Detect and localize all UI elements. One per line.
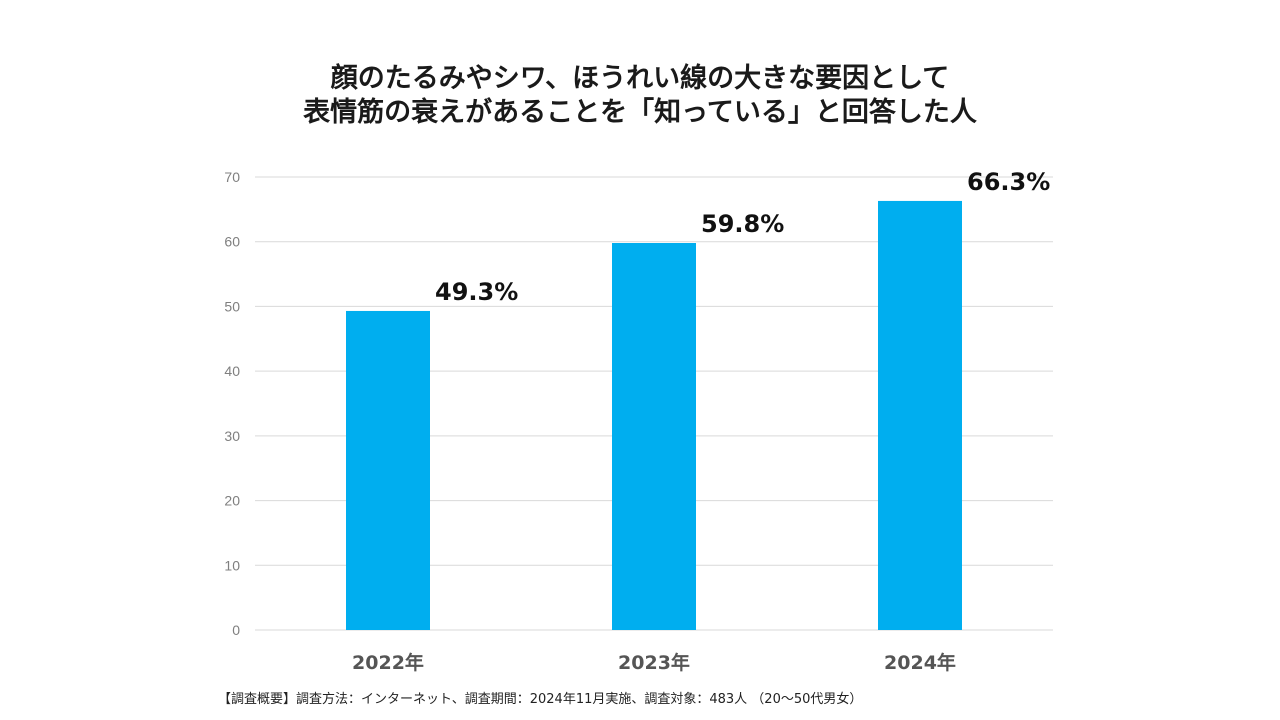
- y-tick-label-10: 10: [224, 557, 240, 573]
- y-tick-label-50: 50: [224, 298, 240, 314]
- bar-2022年: [346, 310, 430, 630]
- y-tick-label-60: 60: [224, 234, 240, 250]
- y-tick-label-0: 0: [232, 622, 240, 638]
- data-label-2023年: 59.8%: [701, 210, 784, 238]
- chart-title: 顔のたるみやシワ、ほうれい線の大きな要因として 表情筋の衰えがあることを「知って…: [0, 62, 1280, 130]
- x-tick-label-2023年: 2023年: [618, 651, 690, 674]
- y-tick-label-70: 70: [224, 169, 240, 185]
- y-tick-label-20: 20: [224, 493, 240, 509]
- bar-2023年: [612, 243, 696, 630]
- x-tick-label-2024年: 2024年: [884, 651, 956, 674]
- data-label-2022年: 49.3%: [435, 278, 518, 306]
- x-tick-label-2022年: 2022年: [352, 651, 424, 674]
- data-label-2024年: 66.3%: [967, 168, 1050, 196]
- chart-title-line-1: 顔のたるみやシワ、ほうれい線の大きな要因として: [330, 63, 950, 94]
- bar-2024年: [878, 200, 962, 631]
- y-tick-label-40: 40: [224, 363, 240, 379]
- y-tick-label-30: 30: [224, 428, 240, 444]
- survey-footnote: 【調査概要】調査方法：インターネット、調査期間：2024年11月実施、調査対象：…: [218, 692, 863, 707]
- chart-title-line-2: 表情筋の衰えがあることを「知っている」と回答した人: [303, 97, 977, 128]
